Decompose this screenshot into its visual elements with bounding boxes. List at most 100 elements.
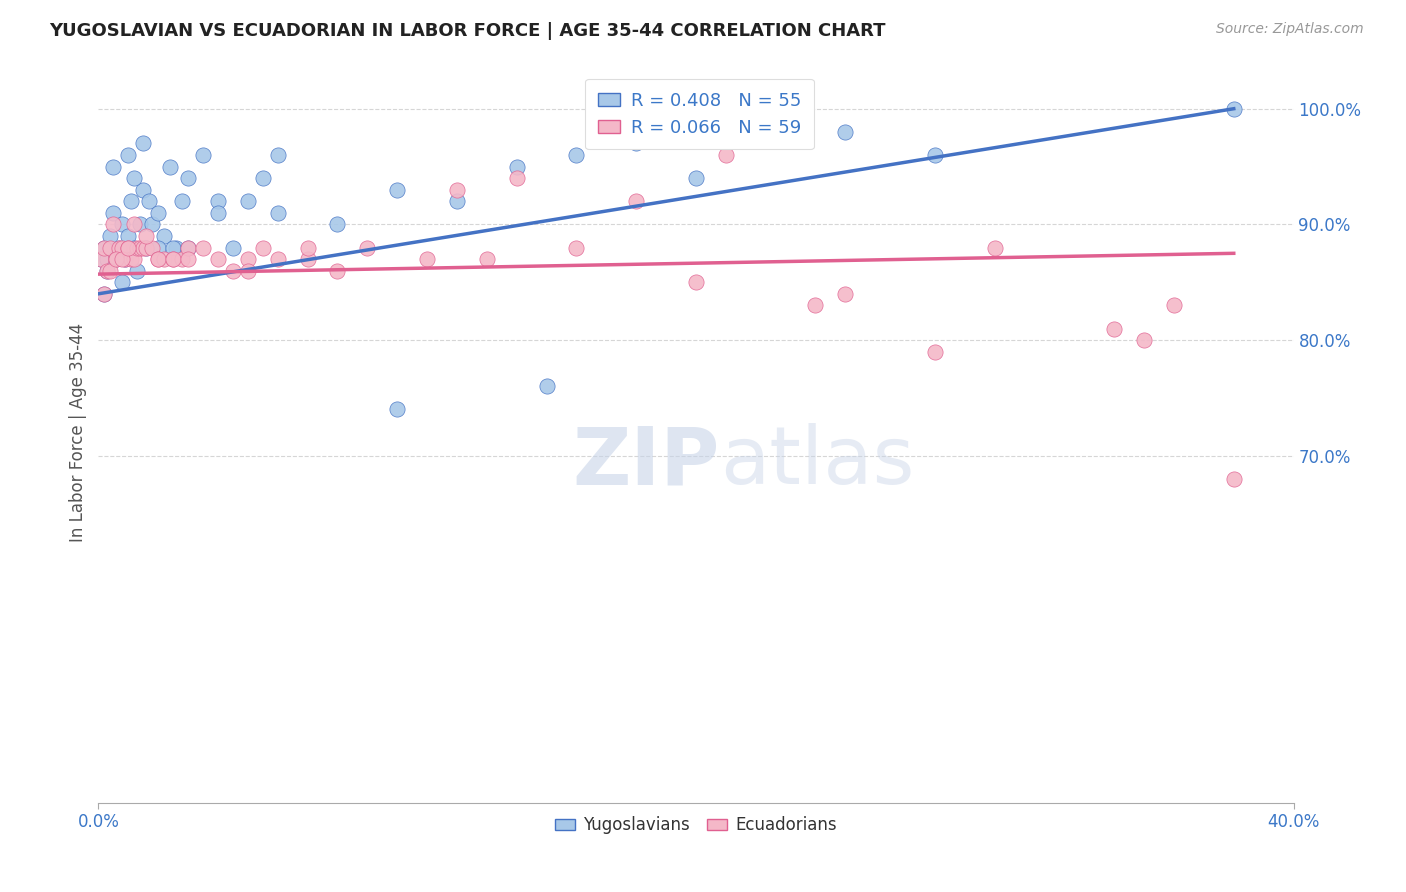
Point bbox=[135, 229, 157, 244]
Point bbox=[159, 160, 181, 174]
Point bbox=[924, 344, 946, 359]
Point bbox=[236, 252, 259, 266]
Point bbox=[924, 148, 946, 162]
Point bbox=[103, 206, 125, 220]
Point bbox=[93, 286, 115, 301]
Point bbox=[141, 218, 163, 232]
Point bbox=[103, 160, 125, 174]
Point bbox=[135, 240, 157, 254]
Point bbox=[105, 252, 128, 266]
Point bbox=[385, 183, 409, 197]
Point bbox=[96, 263, 118, 277]
Point bbox=[124, 252, 146, 266]
Y-axis label: In Labor Force | Age 35-44: In Labor Force | Age 35-44 bbox=[69, 323, 87, 542]
Point bbox=[132, 136, 155, 151]
Point bbox=[207, 194, 229, 209]
Point bbox=[267, 148, 290, 162]
Point bbox=[114, 252, 136, 266]
Point bbox=[162, 240, 184, 254]
Point bbox=[446, 194, 468, 209]
Point bbox=[804, 298, 827, 312]
Point bbox=[536, 379, 558, 393]
Point bbox=[834, 125, 856, 139]
Point bbox=[103, 218, 125, 232]
Point bbox=[120, 194, 142, 209]
Text: Source: ZipAtlas.com: Source: ZipAtlas.com bbox=[1216, 22, 1364, 37]
Point bbox=[236, 263, 259, 277]
Point bbox=[111, 218, 134, 232]
Point bbox=[1163, 298, 1185, 312]
Point bbox=[267, 206, 290, 220]
Point bbox=[177, 252, 200, 266]
Point bbox=[93, 240, 115, 254]
Point bbox=[153, 229, 176, 244]
Point bbox=[326, 263, 349, 277]
Point bbox=[127, 263, 149, 277]
Point bbox=[124, 240, 146, 254]
Point bbox=[714, 148, 737, 162]
Point bbox=[207, 206, 229, 220]
Point bbox=[177, 171, 200, 186]
Point bbox=[1104, 321, 1126, 335]
Point bbox=[1223, 472, 1246, 486]
Point bbox=[446, 183, 468, 197]
Point bbox=[191, 148, 214, 162]
Point bbox=[105, 252, 128, 266]
Point bbox=[111, 252, 134, 266]
Point bbox=[191, 240, 214, 254]
Point bbox=[98, 263, 122, 277]
Point bbox=[132, 240, 155, 254]
Point bbox=[506, 171, 529, 186]
Point bbox=[132, 183, 155, 197]
Point bbox=[626, 194, 648, 209]
Point bbox=[565, 148, 588, 162]
Point bbox=[165, 240, 187, 254]
Point bbox=[141, 240, 163, 254]
Point bbox=[222, 263, 245, 277]
Point bbox=[356, 240, 378, 254]
Point bbox=[135, 240, 157, 254]
Point bbox=[120, 252, 142, 266]
Point bbox=[96, 252, 118, 266]
Point bbox=[626, 136, 648, 151]
Point bbox=[114, 252, 136, 266]
Point bbox=[326, 218, 349, 232]
Point bbox=[93, 286, 115, 301]
Point bbox=[685, 171, 707, 186]
Point bbox=[129, 240, 152, 254]
Point bbox=[96, 263, 118, 277]
Point bbox=[90, 252, 112, 266]
Point bbox=[984, 240, 1007, 254]
Point bbox=[475, 252, 498, 266]
Point bbox=[129, 218, 152, 232]
Point bbox=[111, 275, 134, 289]
Point bbox=[1223, 102, 1246, 116]
Point bbox=[148, 240, 170, 254]
Point bbox=[416, 252, 439, 266]
Point bbox=[834, 286, 856, 301]
Point bbox=[177, 240, 200, 254]
Point bbox=[685, 275, 707, 289]
Point bbox=[148, 206, 170, 220]
Point bbox=[127, 240, 149, 254]
Point bbox=[177, 240, 200, 254]
Point bbox=[124, 218, 146, 232]
Point bbox=[1133, 333, 1156, 347]
Point bbox=[565, 240, 588, 254]
Point bbox=[148, 252, 170, 266]
Point bbox=[90, 252, 112, 266]
Point bbox=[153, 252, 176, 266]
Point bbox=[506, 160, 529, 174]
Point bbox=[124, 171, 146, 186]
Point bbox=[117, 148, 139, 162]
Point bbox=[222, 240, 245, 254]
Point bbox=[172, 194, 194, 209]
Point bbox=[162, 252, 184, 266]
Point bbox=[172, 252, 194, 266]
Point bbox=[148, 252, 170, 266]
Text: YUGOSLAVIAN VS ECUADORIAN IN LABOR FORCE | AGE 35-44 CORRELATION CHART: YUGOSLAVIAN VS ECUADORIAN IN LABOR FORCE… bbox=[49, 22, 886, 40]
Point bbox=[267, 252, 290, 266]
Point bbox=[745, 125, 768, 139]
Point bbox=[297, 240, 319, 254]
Point bbox=[117, 240, 139, 254]
